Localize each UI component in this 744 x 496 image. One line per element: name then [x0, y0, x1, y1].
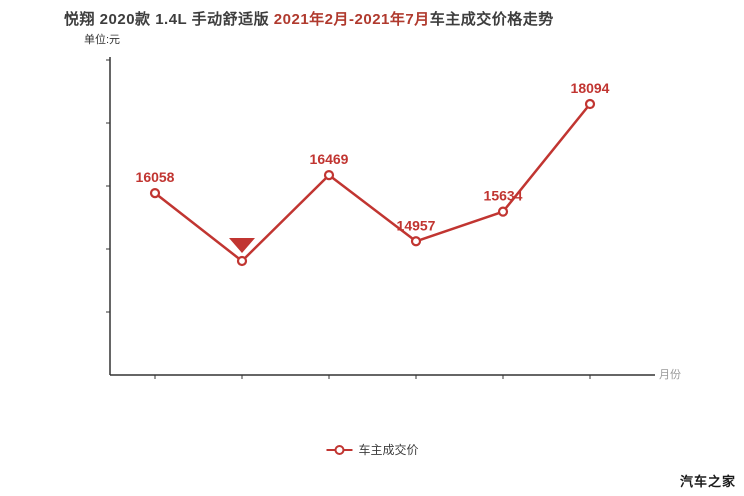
data-point-marker	[410, 236, 422, 247]
chart-title-daterange: 2021年2月-2021年7月	[273, 11, 430, 28]
watermark-autohome: 汽车之家	[679, 474, 736, 489]
data-point-marker	[584, 98, 596, 110]
data-point-label: 18094	[571, 80, 610, 96]
low-price-marker	[229, 237, 255, 253]
data-point-label: 16469	[310, 151, 349, 167]
data-point-label: 16058	[136, 169, 175, 185]
trend-line	[153, 102, 592, 263]
legend: 车主成交价	[325, 441, 419, 458]
data-point-label: 14957	[397, 217, 436, 233]
legend-line-marker-icon	[326, 444, 353, 455]
chart-title-model: 悦翔 2020款 1.4L 手动舒适版	[64, 11, 274, 28]
data-point-label: 15634	[484, 188, 523, 204]
legend-label: 车主成交价	[358, 443, 419, 457]
data-point-marker	[236, 255, 248, 267]
data-point-marker	[497, 206, 509, 217]
price-trend-chart: 16058 16469 14957 15634 18094	[106, 57, 655, 379]
data-point-marker	[323, 170, 335, 181]
data-point-marker	[149, 187, 161, 199]
x-axis-label: 月份	[659, 369, 681, 381]
chart-title: 悦翔 2020款 1.4L 手动舒适版 2021年2月-2021年7月车主成交价…	[64, 8, 554, 29]
y-axis-unit-label: 单位:元	[84, 34, 121, 46]
chart-title-suffix: 车主成交价格走势	[429, 11, 554, 28]
